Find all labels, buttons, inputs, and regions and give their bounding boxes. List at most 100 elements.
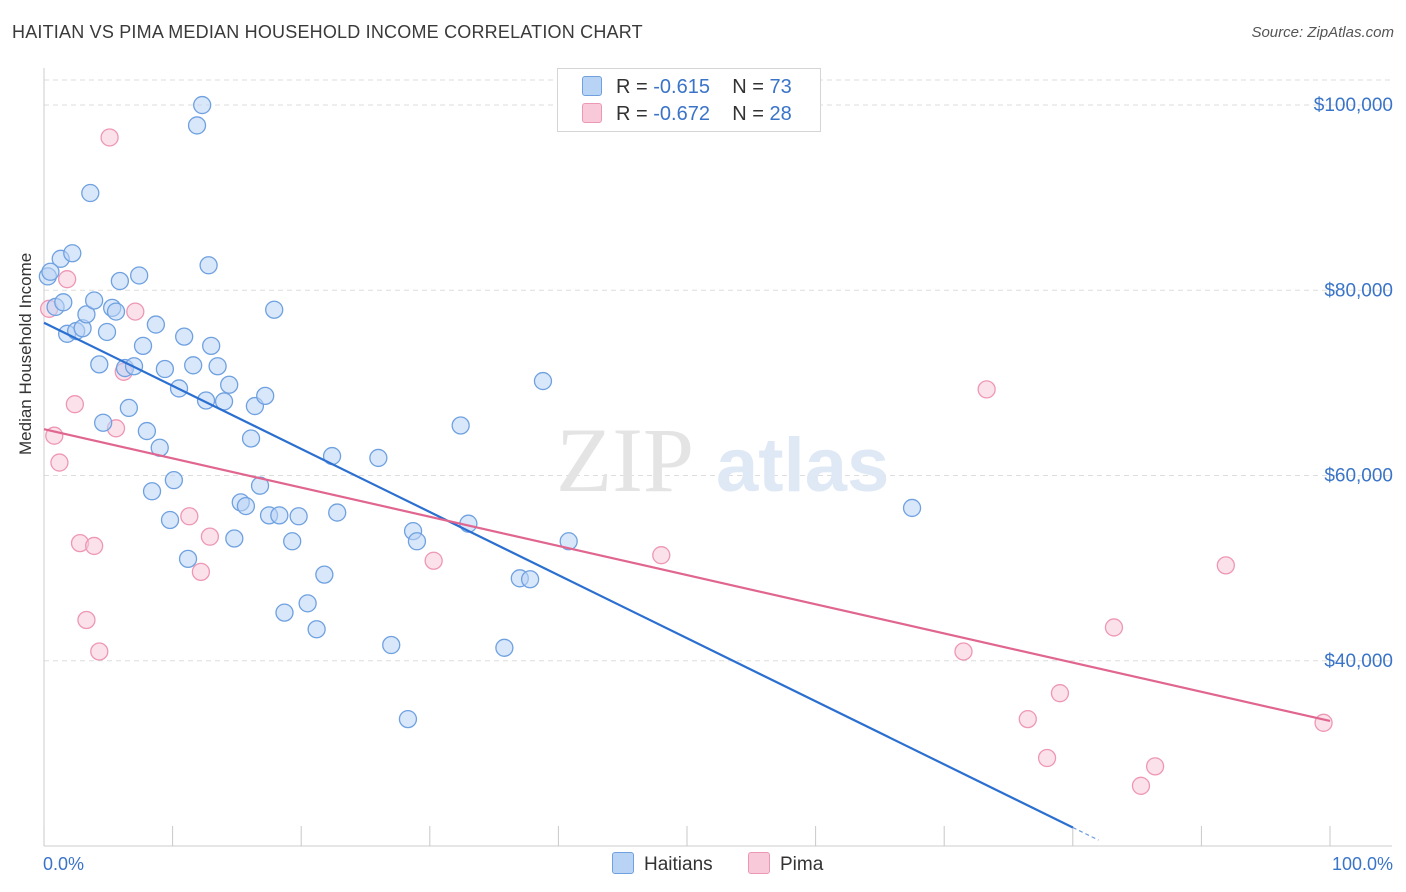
haitians-points — [38, 95, 922, 729]
bottom-pima-label: Pima — [780, 854, 824, 875]
haitians-point — [142, 482, 162, 501]
bottom-legend-haitians: Haitians — [612, 852, 713, 876]
haitians-point — [241, 429, 261, 448]
haitians-point — [256, 386, 275, 406]
pima-point — [65, 395, 85, 414]
pima-point — [1037, 748, 1057, 768]
watermark: ZIP atlas — [556, 409, 889, 511]
pima-point — [50, 453, 69, 472]
haitians-swatch — [582, 76, 602, 96]
pima-point — [1314, 713, 1333, 732]
x-tick-label: 0.0% — [43, 854, 84, 874]
y-tick-label: $60,000 — [1324, 466, 1393, 487]
tick-labels: $40,000 $60,000 $80,000 $100,000 0.0% 100.0% — [43, 95, 1393, 874]
haitians-trend-line — [43, 321, 1074, 829]
pima-point — [191, 562, 211, 581]
haitians-point — [407, 532, 427, 551]
haitians-point — [187, 116, 207, 135]
bottom-pima-swatch — [748, 852, 770, 874]
legend-row-pima: R = -0.672 N = 28 — [582, 103, 792, 126]
pima-point — [126, 302, 145, 321]
pima-point — [652, 546, 671, 565]
pima-r-value: -0.672 — [653, 103, 710, 125]
haitians-point — [155, 359, 175, 379]
chart-title: HAITIAN VS PIMA MEDIAN HOUSEHOLD INCOME … — [12, 22, 643, 42]
pima-point — [1216, 556, 1235, 575]
haitians-point — [202, 336, 221, 356]
x-tick-label: 100.0% — [1332, 854, 1393, 874]
haitians-point — [54, 293, 73, 312]
haitians-point — [208, 357, 227, 376]
haitians-point — [178, 549, 198, 569]
haitians-point — [77, 305, 96, 324]
haitians-point — [81, 183, 100, 203]
pima-point — [85, 536, 104, 556]
haitians-point — [146, 315, 166, 334]
pima-point — [200, 527, 220, 546]
haitians-point — [398, 709, 418, 729]
y-axis-label: Median Household Income — [16, 252, 35, 455]
haitians-point — [160, 510, 180, 530]
correlation-legend: R = -0.615 N = 73 R = -0.672 N = 28 — [557, 68, 821, 132]
pima-point — [977, 380, 996, 399]
pima-trend-line — [43, 428, 1331, 723]
bottom-haitians-swatch — [612, 852, 634, 874]
y-tick-label: $80,000 — [1324, 280, 1393, 301]
haitians-n-value: 73 — [769, 76, 792, 98]
haitians-point — [559, 532, 578, 551]
haitians-point — [289, 507, 308, 526]
watermark-atlas: atlas — [716, 423, 889, 508]
haitians-point — [97, 322, 117, 342]
haitians-point — [328, 503, 347, 522]
pima-point — [1131, 776, 1151, 795]
haitians-point — [137, 421, 157, 441]
haitians-point — [369, 448, 388, 468]
haitians-point — [225, 529, 244, 548]
haitians-point — [184, 356, 203, 375]
haitians-point — [315, 565, 334, 584]
haitians-r-label: R = — [616, 76, 648, 98]
haitians-point — [63, 244, 82, 263]
pima-point — [1018, 709, 1037, 729]
watermark-zip: ZIP — [556, 409, 694, 511]
haitians-point — [298, 594, 317, 613]
trend-lines — [43, 321, 1331, 841]
pima-point — [424, 551, 443, 570]
haitians-point — [130, 266, 149, 285]
pima-point — [100, 128, 119, 147]
pima-n-label: N = — [732, 103, 764, 125]
haitians-point — [902, 498, 922, 518]
pima-point — [57, 270, 77, 289]
haitians-point — [41, 262, 60, 281]
haitians-point — [265, 300, 284, 319]
haitians-point — [193, 95, 212, 115]
haitians-point — [106, 302, 126, 321]
haitians-point — [164, 471, 184, 490]
haitians-point — [495, 638, 514, 657]
haitians-point — [119, 398, 139, 418]
haitians-trend-extension — [1072, 826, 1099, 841]
pima-point — [1145, 757, 1165, 776]
pima-point — [954, 642, 973, 661]
bottom-haitians-label: Haitians — [644, 854, 713, 875]
pima-point — [1104, 618, 1124, 637]
haitians-point — [533, 371, 553, 391]
haitians-point — [451, 416, 470, 435]
haitians-point — [520, 570, 540, 589]
haitians-point — [270, 506, 289, 525]
pima-swatch — [582, 103, 602, 123]
haitians-point — [220, 375, 239, 394]
haitians-point — [94, 413, 113, 432]
haitians-point — [236, 496, 256, 516]
haitians-point — [199, 256, 218, 275]
haitians-point — [85, 291, 104, 310]
legend-row-haitians: R = -0.615 N = 73 — [582, 76, 792, 99]
pima-r-label: R = — [616, 103, 648, 125]
y-tick-label: $40,000 — [1324, 651, 1393, 672]
haitians-point — [133, 336, 153, 356]
pima-n-value: 28 — [769, 103, 792, 125]
haitians-r-value: -0.615 — [653, 76, 710, 98]
pima-point — [77, 610, 96, 630]
haitians-point — [175, 327, 194, 346]
haitians-point — [110, 271, 130, 291]
